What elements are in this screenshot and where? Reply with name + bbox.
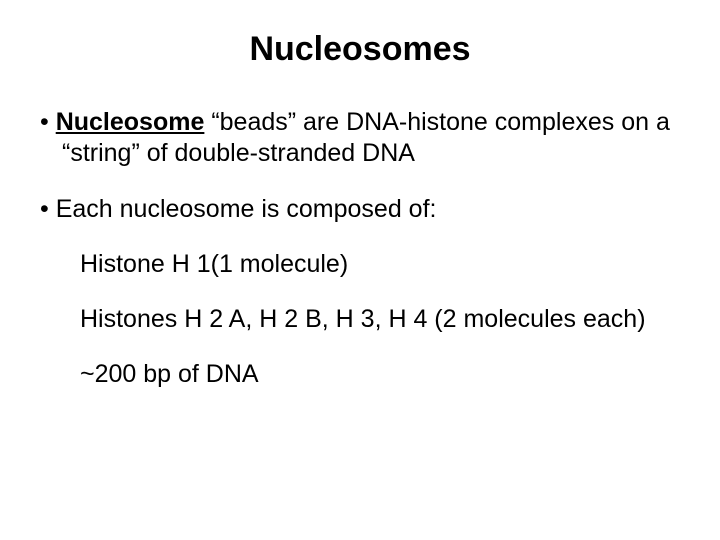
sub-item-2: Histones H 2 A, H 2 B, H 3, H 4 (2 molec… [80, 304, 680, 335]
bullet-2-text: Each nucleosome is composed of: [56, 195, 437, 223]
bullet-2: Each nucleosome is composed of: [40, 194, 680, 225]
bullet-1-keyword: Nucleosome [56, 108, 205, 136]
bullet-1: Nucleosome “beads” are DNA-histone compl… [40, 107, 680, 170]
slide-title: Nucleosomes [40, 30, 680, 69]
sub-item-1: Histone H 1(1 molecule) [80, 249, 680, 280]
sub-item-3: ~200 bp of DNA [80, 359, 680, 390]
slide: Nucleosomes Nucleosome “beads” are DNA-h… [0, 0, 720, 540]
